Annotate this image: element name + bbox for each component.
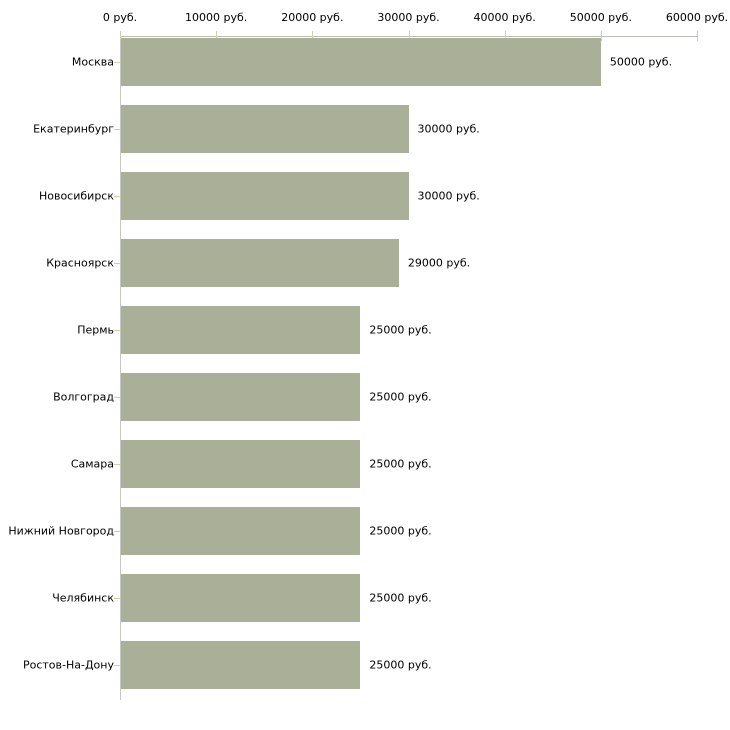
x-axis-tick-label: 20000 руб.	[281, 11, 344, 24]
value-label: 25000 руб.	[369, 323, 432, 337]
value-label: 29000 руб.	[407, 256, 471, 270]
value-label: 25000 руб.	[369, 390, 432, 404]
bar	[121, 440, 361, 488]
value-label: 50000 руб.	[609, 55, 673, 69]
y-axis-tick-mark	[114, 464, 121, 465]
bar	[121, 172, 409, 220]
y-axis-tick-mark	[114, 263, 121, 264]
value-label: 25000 руб.	[369, 591, 432, 605]
y-axis-tick-mark	[114, 196, 121, 197]
value-label: 25000 руб.	[369, 524, 432, 538]
value-label: 25000 руб.	[369, 658, 432, 672]
bar	[121, 507, 361, 555]
y-axis-tick-mark	[114, 62, 121, 63]
bar	[121, 574, 361, 622]
x-axis-tick-label: 10000 руб.	[185, 11, 248, 24]
y-axis-line	[120, 36, 121, 700]
bar	[121, 641, 361, 689]
bar	[121, 306, 361, 354]
y-axis-tick-mark	[114, 598, 121, 599]
value-label: 30000 руб.	[417, 122, 480, 136]
category-label: Красноярск	[46, 256, 114, 270]
category-label: Екатеринбург	[33, 122, 114, 136]
y-axis-tick-mark	[114, 665, 121, 666]
y-axis-tick-mark	[114, 531, 121, 532]
x-axis-tick-mark	[408, 31, 410, 41]
value-label: 25000 руб.	[369, 457, 432, 471]
x-axis-tick-mark	[216, 31, 218, 41]
category-label: Нижний Новгород	[8, 524, 114, 538]
value-label: 30000 руб.	[417, 189, 480, 203]
x-axis-tick-mark	[504, 31, 506, 41]
category-label: Ростов-На-Дону	[22, 658, 114, 672]
category-label: Самара	[70, 457, 114, 471]
x-axis-tick-label: 30000 руб.	[377, 11, 440, 24]
x-axis-tick-mark	[600, 31, 602, 41]
category-label: Новосибирск	[38, 189, 114, 203]
x-axis-tick-mark	[120, 31, 121, 41]
bar	[121, 38, 601, 86]
x-axis-tick-label: 0 руб.	[102, 11, 138, 24]
x-axis-tick-label: 60000 руб.	[665, 11, 729, 24]
bar	[121, 105, 409, 153]
x-axis-tick-label: 50000 руб.	[569, 11, 632, 24]
category-label: Москва	[71, 55, 114, 69]
y-axis-tick-mark	[114, 129, 121, 130]
x-axis-tick-mark	[697, 31, 698, 41]
bar	[121, 239, 399, 287]
y-axis-tick-mark	[114, 330, 121, 331]
x-axis-tick-label: 40000 руб.	[473, 11, 536, 24]
category-label: Пермь	[77, 323, 114, 337]
y-axis-tick-mark	[114, 397, 121, 398]
bar	[121, 373, 361, 421]
category-label: Челябинск	[52, 591, 114, 605]
category-label: Волгоград	[53, 390, 114, 404]
x-axis-tick-mark	[312, 31, 314, 41]
